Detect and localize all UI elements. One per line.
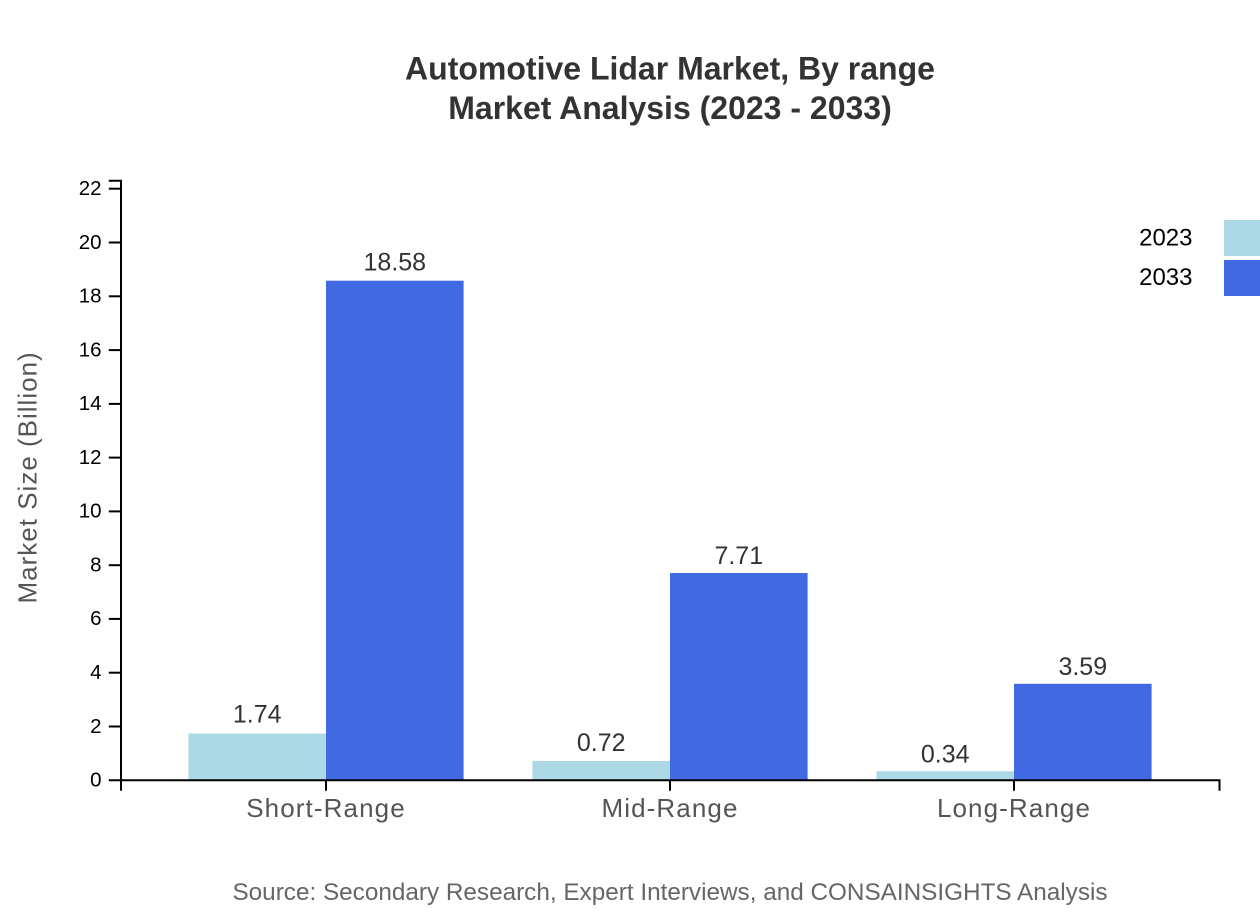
svg-text:2: 2 (90, 715, 101, 738)
svg-text:2023: 2023 (1139, 225, 1192, 252)
svg-text:4: 4 (90, 661, 101, 684)
svg-text:Long-Range: Long-Range (937, 793, 1091, 823)
svg-text:0: 0 (90, 769, 101, 792)
svg-text:18: 18 (79, 285, 102, 308)
svg-text:Market Size (Billion): Market Size (Billion) (13, 351, 43, 603)
svg-text:Mid-Range: Mid-Range (601, 793, 738, 823)
svg-text:16: 16 (79, 338, 102, 361)
svg-text:18.58: 18.58 (364, 249, 427, 277)
svg-text:Automotive Lidar Market, By ra: Automotive Lidar Market, By range (405, 51, 935, 87)
svg-text:7.71: 7.71 (714, 542, 763, 570)
svg-text:10: 10 (79, 500, 102, 523)
svg-text:2033: 2033 (1139, 264, 1192, 291)
svg-text:0.34: 0.34 (921, 740, 970, 768)
svg-text:Short-Range: Short-Range (246, 793, 406, 823)
svg-text:6: 6 (90, 607, 101, 630)
svg-text:Source: Secondary Research, Ex: Source: Secondary Research, Expert Inter… (232, 879, 1107, 906)
svg-text:1.74: 1.74 (233, 701, 282, 729)
svg-text:20: 20 (79, 231, 102, 254)
svg-text:Market Analysis (2023 - 2033): Market Analysis (2023 - 2033) (448, 90, 892, 126)
svg-text:14: 14 (79, 392, 102, 415)
svg-text:0.72: 0.72 (577, 729, 626, 757)
svg-text:3.59: 3.59 (1058, 653, 1107, 681)
svg-text:8: 8 (90, 554, 101, 577)
svg-text:22: 22 (79, 177, 102, 200)
svg-text:12: 12 (79, 446, 102, 469)
